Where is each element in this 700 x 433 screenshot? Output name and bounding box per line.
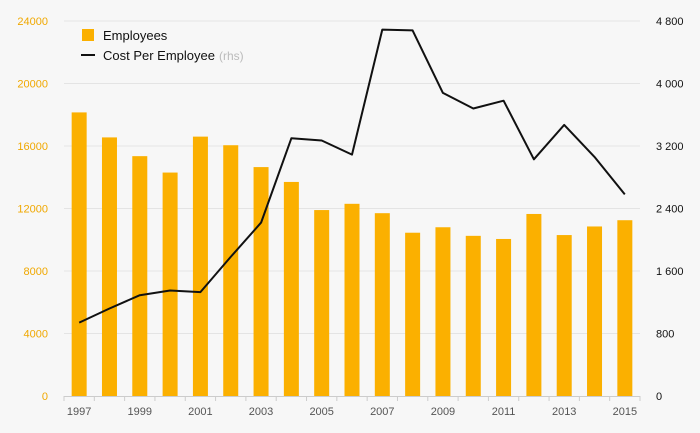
x-tick-label-2007: 2007 bbox=[370, 406, 394, 418]
bar-employees-2014 bbox=[587, 226, 603, 396]
bar-employees-2015 bbox=[617, 220, 633, 396]
y-right-tick-label: 4 000 bbox=[656, 79, 684, 91]
x-tick-label-2005: 2005 bbox=[309, 406, 333, 418]
bar-employees-2006 bbox=[344, 203, 360, 396]
bar-employees-2008 bbox=[405, 232, 421, 396]
legend-note-rhs: (rhs) bbox=[219, 49, 244, 63]
bar-employees-2003 bbox=[253, 167, 269, 396]
x-tick-label-2009: 2009 bbox=[431, 406, 455, 418]
y-left-tick-label: 8000 bbox=[24, 266, 48, 278]
y-right-tick-label: 0 bbox=[656, 391, 662, 403]
bar-employees-2013 bbox=[556, 235, 572, 396]
y-left-tick-label: 0 bbox=[42, 391, 48, 403]
bar-employees-2004 bbox=[283, 181, 299, 396]
bar-employees-2005 bbox=[314, 210, 330, 396]
legend-label-cost-per-employee: Cost Per Employee bbox=[103, 48, 215, 63]
y-right-tick-label: 2 400 bbox=[656, 204, 684, 216]
svg-text:Cost Per Employee(rhs): Cost Per Employee (rhs) bbox=[103, 48, 244, 63]
x-tick-label-1997: 1997 bbox=[67, 406, 91, 418]
cost-per-employee-line bbox=[78, 28, 626, 324]
bar-employees-2012 bbox=[526, 213, 542, 396]
x-tick-label-2011: 2011 bbox=[492, 406, 516, 418]
x-tick-label-2015: 2015 bbox=[613, 406, 637, 418]
bar-employees-1999 bbox=[132, 156, 148, 396]
bar-employees-2010 bbox=[465, 235, 481, 396]
bar-employees-2001 bbox=[192, 136, 208, 396]
y-right-tick-label: 3 200 bbox=[656, 141, 684, 153]
bar-employees-2007 bbox=[374, 213, 390, 396]
bar-employees-2002 bbox=[223, 145, 239, 396]
y-left-tick-label: 20000 bbox=[17, 79, 48, 91]
y-left-tick-label: 12000 bbox=[17, 204, 48, 216]
employees-bars bbox=[71, 112, 633, 396]
y-right-tick-label: 4 800 bbox=[656, 16, 684, 28]
x-tick-label-2001: 2001 bbox=[188, 406, 212, 418]
bar-employees-2009 bbox=[435, 227, 451, 396]
axes: 1997 1999 2001 2003 2005 2007 2009 2011 2013 2015… bbox=[17, 16, 683, 418]
legend-label-employees: Employees bbox=[103, 28, 168, 43]
legend-swatch-employees bbox=[82, 29, 94, 41]
y-right-tick-label: 1 600 bbox=[656, 266, 684, 278]
y-right-tick-label: 800 bbox=[656, 329, 674, 341]
bar-employees-1997 bbox=[71, 112, 87, 396]
x-tick-label-2013: 2013 bbox=[552, 406, 576, 418]
bar-employees-2000 bbox=[162, 172, 178, 396]
bar-employees-1998 bbox=[101, 137, 117, 396]
y-left-tick-label: 16000 bbox=[17, 141, 48, 153]
y-left-tick-label: 4000 bbox=[24, 329, 48, 341]
legend: Employees Cost Per Employee (rhs) bbox=[81, 28, 244, 63]
bar-employees-2011 bbox=[496, 238, 512, 396]
y-left-tick-label: 24000 bbox=[17, 16, 48, 28]
x-tick-label-1999: 1999 bbox=[128, 406, 152, 418]
x-tick-label-2003: 2003 bbox=[249, 406, 273, 418]
